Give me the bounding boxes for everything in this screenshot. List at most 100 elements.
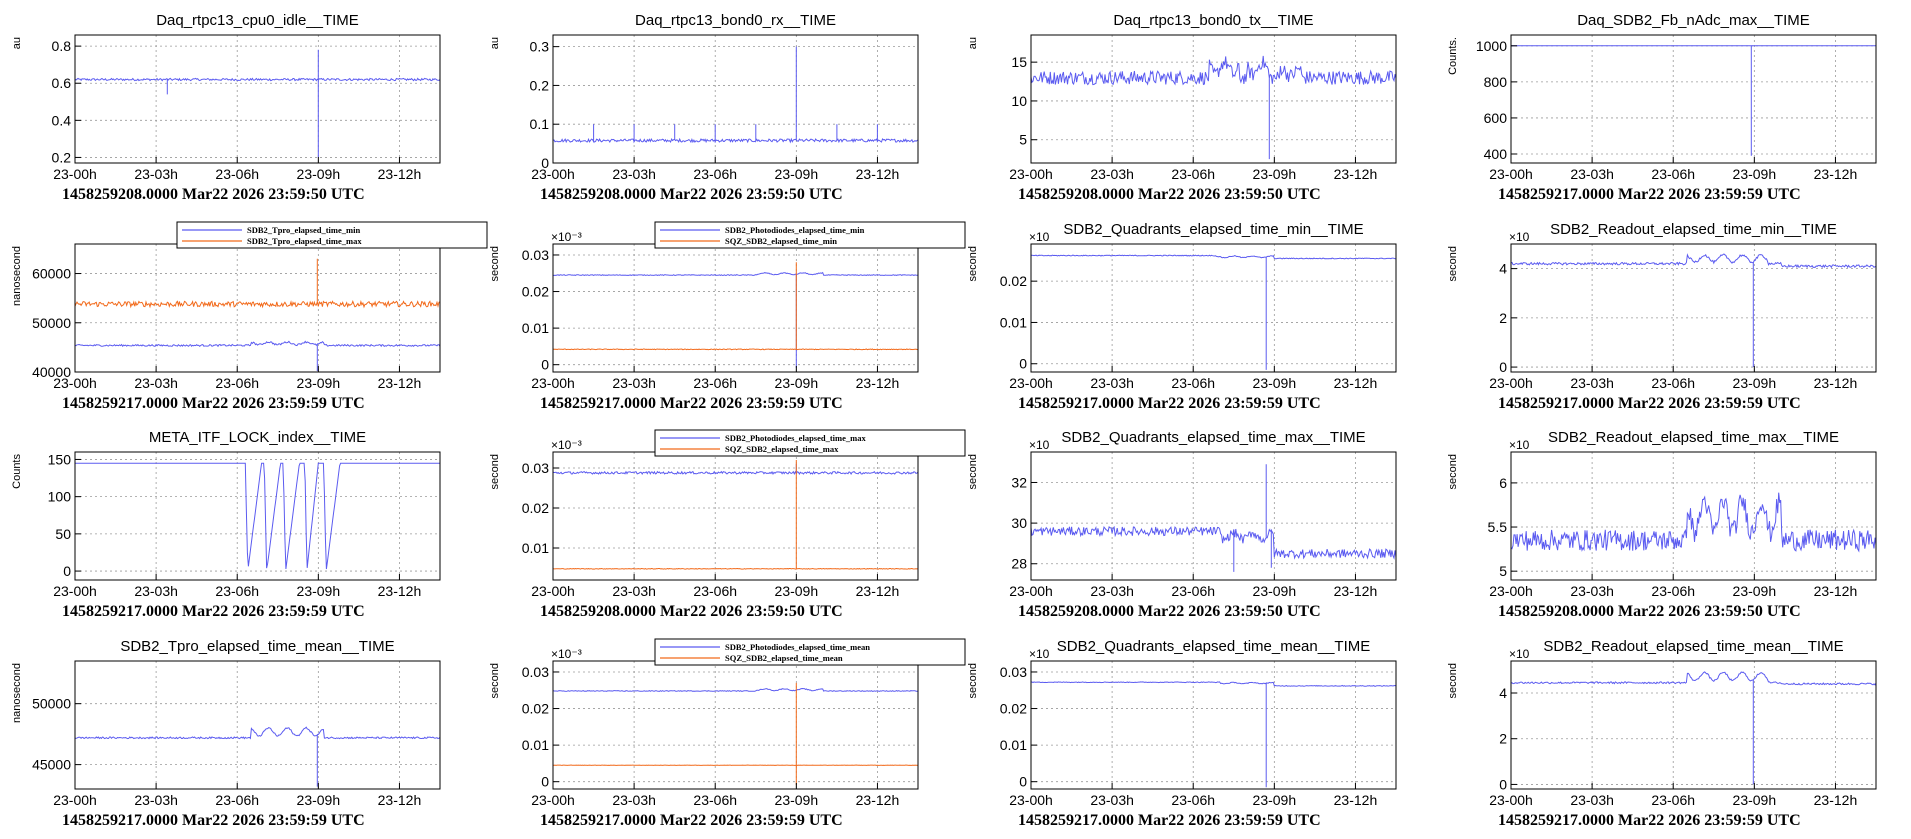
x-tick-label: 23-09h <box>1253 375 1297 391</box>
x-tick-label: 23-06h <box>1171 166 1215 182</box>
y-tick-label: 0.01 <box>1000 737 1027 753</box>
y-axis-label: second <box>1447 663 1459 698</box>
x-tick-label: 23-06h <box>693 792 737 808</box>
x-tick-label: 23-12h <box>1334 166 1378 182</box>
chart-footer: 1458259217.0000 Mar22 2026 23:59:59 UTC <box>540 395 843 412</box>
x-tick-label: 23-06h <box>1171 792 1215 808</box>
legend-box <box>654 221 966 249</box>
chart-footer: 1458259217.0000 Mar22 2026 23:59:59 UTC <box>1018 395 1321 412</box>
x-tick-label: 23-12h <box>1814 375 1858 391</box>
plot-frame <box>74 660 441 790</box>
x-tick-label: 23-06h <box>215 375 259 391</box>
x-tick-label: 23-00h <box>1489 792 1533 808</box>
chart-title: SDB2_Quadrants_elapsed_time_min__TIME <box>1063 221 1363 238</box>
series-line <box>553 682 919 786</box>
x-tick-label: 23-09h <box>775 792 819 808</box>
plot-frame <box>74 243 441 373</box>
y-tick-label: 0 <box>63 563 71 579</box>
chart-panel: META_ITF_LOCK_index__TIME 23-00h 23-03h 23-… <box>11 429 441 620</box>
plot-frame <box>552 660 919 790</box>
x-tick-label: 23-09h <box>775 166 819 182</box>
y-tick-label: 0.03 <box>522 247 549 263</box>
x-tick-label: 23-00h <box>531 375 575 391</box>
x-tick-label: 23-00h <box>531 166 575 182</box>
x-tick-label: 23-00h <box>1489 583 1533 599</box>
chart-footer: 1458259217.0000 Mar22 2026 23:59:59 UTC <box>1498 186 1801 203</box>
y-tick-label: 0 <box>541 357 549 373</box>
y-axis-label: second <box>489 663 501 698</box>
x-tick-label: 23-03h <box>134 792 178 808</box>
y-tick-label: 0 <box>1499 359 1507 375</box>
y-tick-label: 15 <box>1011 54 1027 70</box>
chart-footer: 1458259217.0000 Mar22 2026 23:59:59 UTC <box>62 603 365 620</box>
y-tick-label: 30 <box>1011 515 1027 531</box>
chart-panel: 23-00h 23-03h 23-06h 23-09h 23-12h 40000 50000… <box>11 221 488 412</box>
series-line <box>1510 671 1877 785</box>
y-tick-label: 0.3 <box>530 39 550 55</box>
x-tick-label: 23-12h <box>378 166 422 182</box>
y-axis-label: second <box>967 454 979 489</box>
x-tick-label: 23-06h <box>1651 583 1695 599</box>
x-tick-label: 23-03h <box>612 166 656 182</box>
chart-title: SDB2_Readout_elapsed_time_max__TIME <box>1548 429 1839 446</box>
series-line <box>1031 681 1397 788</box>
y-tick-label: 0.1 <box>530 116 550 132</box>
x-tick-label: 23-09h <box>775 375 819 391</box>
x-tick-label: 23-03h <box>134 583 178 599</box>
series-line <box>552 271 919 369</box>
plot-frame <box>1510 451 1877 581</box>
plot-frame <box>1510 34 1877 164</box>
chart-footer: 1458259208.0000 Mar22 2026 23:59:50 UTC <box>540 186 843 203</box>
plot-frame <box>1510 660 1877 790</box>
y-tick-label: 28 <box>1011 556 1027 572</box>
chart-panel: 23-00h 23-03h 23-06h 23-09h 23-12h 0 0.01 0.02 0… <box>489 638 966 829</box>
y-axis-label: Counts. <box>1447 37 1459 75</box>
chart-panel: Daq_rtpc13_bond0_tx__TIME 23-00h 23-03h 23-… <box>967 12 1397 203</box>
axis-exponent: ×10 <box>1029 438 1050 452</box>
x-tick-label: 23-06h <box>1651 375 1695 391</box>
series-line <box>552 460 919 570</box>
x-tick-label: 23-06h <box>215 792 259 808</box>
axis-exponent: ×10⁻³ <box>551 647 582 661</box>
x-tick-label: 23-03h <box>1090 375 1134 391</box>
plot-frame <box>74 451 441 581</box>
series-line <box>552 262 919 351</box>
plot-frame <box>1030 34 1397 164</box>
x-tick-label: 23-00h <box>53 375 97 391</box>
x-tick-label: 23-03h <box>1570 583 1614 599</box>
x-tick-label: 23-00h <box>1009 792 1053 808</box>
chart-footer: 1458259217.0000 Mar22 2026 23:59:59 UTC <box>62 395 365 412</box>
x-tick-label: 23-03h <box>1090 792 1134 808</box>
y-tick-label: 2 <box>1499 731 1507 747</box>
x-tick-label: 23-12h <box>1334 792 1378 808</box>
y-tick-label: 0 <box>541 155 549 171</box>
y-tick-label: 0.03 <box>522 664 549 680</box>
y-tick-label: 150 <box>48 451 72 467</box>
series-line <box>552 464 919 476</box>
y-axis-label: second <box>1447 246 1459 281</box>
x-tick-label: 23-09h <box>1733 166 1777 182</box>
x-tick-label: 23-00h <box>53 166 97 182</box>
legend-entry: SDB2_Tpro_elapsed_time_min <box>247 225 360 235</box>
chart-footer: 1458259208.0000 Mar22 2026 23:59:50 UTC <box>540 603 843 620</box>
plot-frame <box>1510 243 1877 373</box>
y-tick-label: 0.8 <box>52 38 72 54</box>
x-tick-label: 23-09h <box>297 166 341 182</box>
chart-title: SDB2_Readout_elapsed_time_min__TIME <box>1550 221 1837 238</box>
x-tick-label: 23-03h <box>612 792 656 808</box>
plot-frame <box>1030 660 1397 790</box>
x-tick-label: 23-06h <box>693 166 737 182</box>
y-tick-label: 0 <box>1019 356 1027 372</box>
x-tick-label: 23-00h <box>531 792 575 808</box>
y-tick-label: 0.02 <box>522 500 549 516</box>
chart-title: SDB2_Tpro_elapsed_time_mean__TIME <box>120 638 394 655</box>
y-tick-label: 0.4 <box>52 112 72 128</box>
series-line <box>74 258 441 309</box>
x-tick-label: 23-09h <box>297 583 341 599</box>
y-tick-label: 5 <box>1499 563 1507 579</box>
chart-footer: 1458259217.0000 Mar22 2026 23:59:59 UTC <box>1498 812 1801 829</box>
y-tick-label: 800 <box>1484 74 1508 90</box>
y-tick-label: 0.01 <box>522 540 549 556</box>
x-tick-label: 23-00h <box>53 792 97 808</box>
y-tick-label: 5 <box>1019 132 1027 148</box>
